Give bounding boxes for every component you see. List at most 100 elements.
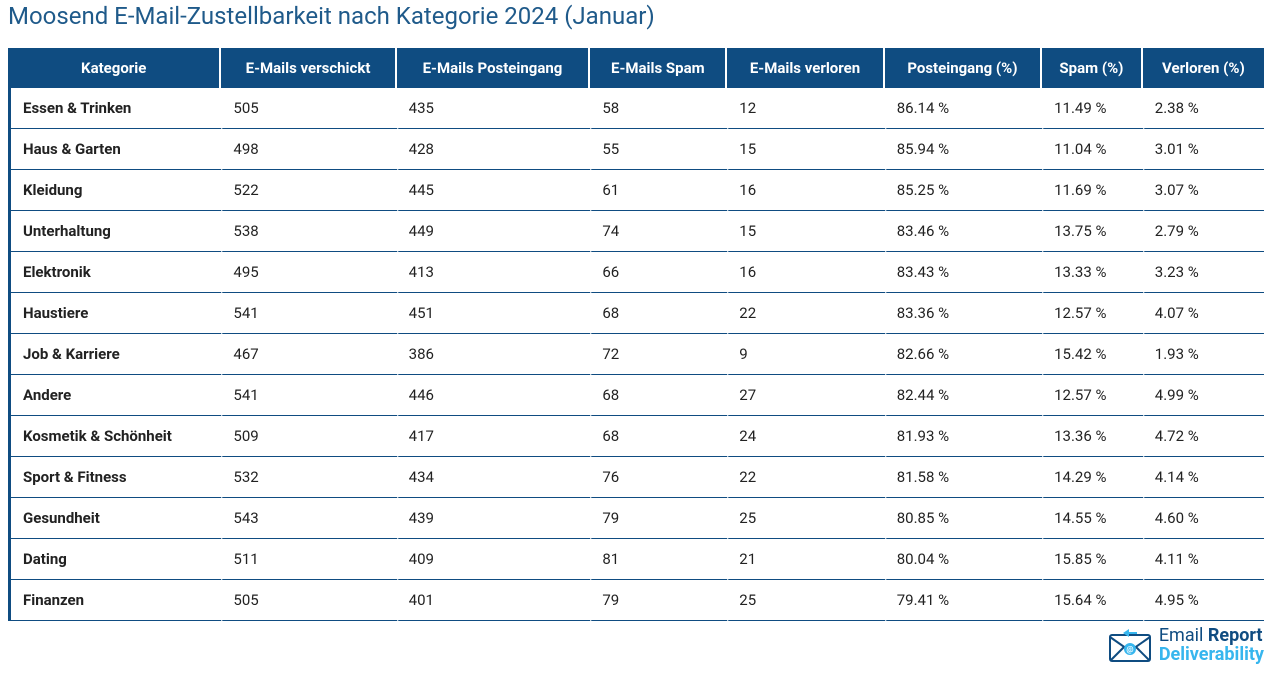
row-category: Dating bbox=[8, 539, 221, 580]
row-cell: 446 bbox=[397, 375, 591, 416]
row-cell: 498 bbox=[221, 129, 396, 170]
row-cell: 13.33 % bbox=[1042, 252, 1143, 293]
footer-logo-text: Email Report Deliverability bbox=[1159, 627, 1264, 665]
row-cell: 439 bbox=[397, 498, 591, 539]
row-cell: 3.01 % bbox=[1143, 129, 1264, 170]
row-cell: 15.42 % bbox=[1042, 334, 1143, 375]
row-cell: 74 bbox=[590, 211, 727, 252]
row-cell: 12 bbox=[727, 88, 884, 129]
row-cell: 79 bbox=[590, 498, 727, 539]
row-cell: 449 bbox=[397, 211, 591, 252]
row-cell: 15 bbox=[727, 129, 884, 170]
row-cell: 25 bbox=[727, 580, 884, 621]
logo-line1-light: Email bbox=[1159, 625, 1204, 646]
row-cell: 86.14 % bbox=[885, 88, 1042, 129]
row-cell: 505 bbox=[221, 88, 396, 129]
row-cell: 55 bbox=[590, 129, 727, 170]
col-header: E-Mails verloren bbox=[727, 48, 884, 88]
row-cell: 15.85 % bbox=[1042, 539, 1143, 580]
row-category: Haus & Garten bbox=[8, 129, 221, 170]
row-cell: 25 bbox=[727, 498, 884, 539]
row-cell: 72 bbox=[590, 334, 727, 375]
row-cell: 4.99 % bbox=[1143, 375, 1264, 416]
row-category: Job & Karriere bbox=[8, 334, 221, 375]
row-cell: 82.44 % bbox=[885, 375, 1042, 416]
row-cell: 3.07 % bbox=[1143, 170, 1264, 211]
table-header-row: Kategorie E-Mails verschickt E-Mails Pos… bbox=[8, 48, 1264, 88]
row-cell: 12.57 % bbox=[1042, 293, 1143, 334]
row-cell: 538 bbox=[221, 211, 396, 252]
row-category: Gesundheit bbox=[8, 498, 221, 539]
col-header: E-Mails verschickt bbox=[221, 48, 396, 88]
row-cell: 2.38 % bbox=[1143, 88, 1264, 129]
row-category: Sport & Fitness bbox=[8, 457, 221, 498]
page-title: Moosend E-Mail-Zustellbarkeit nach Kateg… bbox=[8, 0, 1264, 30]
row-cell: 4.60 % bbox=[1143, 498, 1264, 539]
col-header: Posteingang (%) bbox=[885, 48, 1042, 88]
row-cell: 83.36 % bbox=[885, 293, 1042, 334]
logo-line2: Deliverability bbox=[1159, 646, 1264, 665]
row-cell: 541 bbox=[221, 375, 396, 416]
row-cell: 509 bbox=[221, 416, 396, 457]
row-cell: 22 bbox=[727, 293, 884, 334]
row-cell: 445 bbox=[397, 170, 591, 211]
row-cell: 386 bbox=[397, 334, 591, 375]
col-header: Verloren (%) bbox=[1143, 48, 1264, 88]
logo-line1-bold: Report bbox=[1208, 625, 1263, 646]
row-cell: 16 bbox=[727, 252, 884, 293]
footer-logo: @ Email Report Deliverability bbox=[8, 627, 1264, 665]
row-cell: 505 bbox=[221, 580, 396, 621]
row-cell: 14.55 % bbox=[1042, 498, 1143, 539]
row-cell: 543 bbox=[221, 498, 396, 539]
row-category: Finanzen bbox=[8, 580, 221, 621]
row-cell: 4.14 % bbox=[1143, 457, 1264, 498]
row-cell: 13.75 % bbox=[1042, 211, 1143, 252]
row-cell: 81.58 % bbox=[885, 457, 1042, 498]
row-cell: 76 bbox=[590, 457, 727, 498]
col-header: E-Mails Posteingang bbox=[397, 48, 591, 88]
row-cell: 58 bbox=[590, 88, 727, 129]
row-cell: 85.94 % bbox=[885, 129, 1042, 170]
col-header: E-Mails Spam bbox=[590, 48, 727, 88]
row-category: Haustiere bbox=[8, 293, 221, 334]
row-cell: 27 bbox=[727, 375, 884, 416]
table-row: Haus & Garten498428551585.94 %11.04 %3.0… bbox=[8, 129, 1264, 170]
row-cell: 532 bbox=[221, 457, 396, 498]
row-cell: 68 bbox=[590, 293, 727, 334]
row-cell: 85.25 % bbox=[885, 170, 1042, 211]
row-cell: 413 bbox=[397, 252, 591, 293]
row-cell: 409 bbox=[397, 539, 591, 580]
envelope-icon: @ bbox=[1109, 629, 1151, 663]
row-cell: 4.95 % bbox=[1143, 580, 1264, 621]
row-category: Elektronik bbox=[8, 252, 221, 293]
row-cell: 11.49 % bbox=[1042, 88, 1143, 129]
row-category: Kosmetik & Schönheit bbox=[8, 416, 221, 457]
row-cell: 83.46 % bbox=[885, 211, 1042, 252]
row-cell: 1.93 % bbox=[1143, 334, 1264, 375]
row-cell: 21 bbox=[727, 539, 884, 580]
row-cell: 541 bbox=[221, 293, 396, 334]
row-cell: 4.72 % bbox=[1143, 416, 1264, 457]
row-cell: 467 bbox=[221, 334, 396, 375]
row-cell: 66 bbox=[590, 252, 727, 293]
table-row: Job & Karriere46738672982.66 %15.42 %1.9… bbox=[8, 334, 1264, 375]
svg-text:@: @ bbox=[1126, 645, 1133, 654]
deliverability-table: Kategorie E-Mails verschickt E-Mails Pos… bbox=[8, 48, 1264, 621]
row-cell: 435 bbox=[397, 88, 591, 129]
row-cell: 417 bbox=[397, 416, 591, 457]
table-row: Elektronik495413661683.43 %13.33 %3.23 % bbox=[8, 252, 1264, 293]
row-cell: 434 bbox=[397, 457, 591, 498]
row-cell: 11.04 % bbox=[1042, 129, 1143, 170]
row-cell: 16 bbox=[727, 170, 884, 211]
row-cell: 79.41 % bbox=[885, 580, 1042, 621]
row-cell: 401 bbox=[397, 580, 591, 621]
row-cell: 79 bbox=[590, 580, 727, 621]
row-cell: 522 bbox=[221, 170, 396, 211]
row-category: Kleidung bbox=[8, 170, 221, 211]
table-row: Haustiere541451682283.36 %12.57 %4.07 % bbox=[8, 293, 1264, 334]
row-cell: 15 bbox=[727, 211, 884, 252]
row-cell: 495 bbox=[221, 252, 396, 293]
row-cell: 82.66 % bbox=[885, 334, 1042, 375]
row-cell: 4.07 % bbox=[1143, 293, 1264, 334]
row-category: Essen & Trinken bbox=[8, 88, 221, 129]
